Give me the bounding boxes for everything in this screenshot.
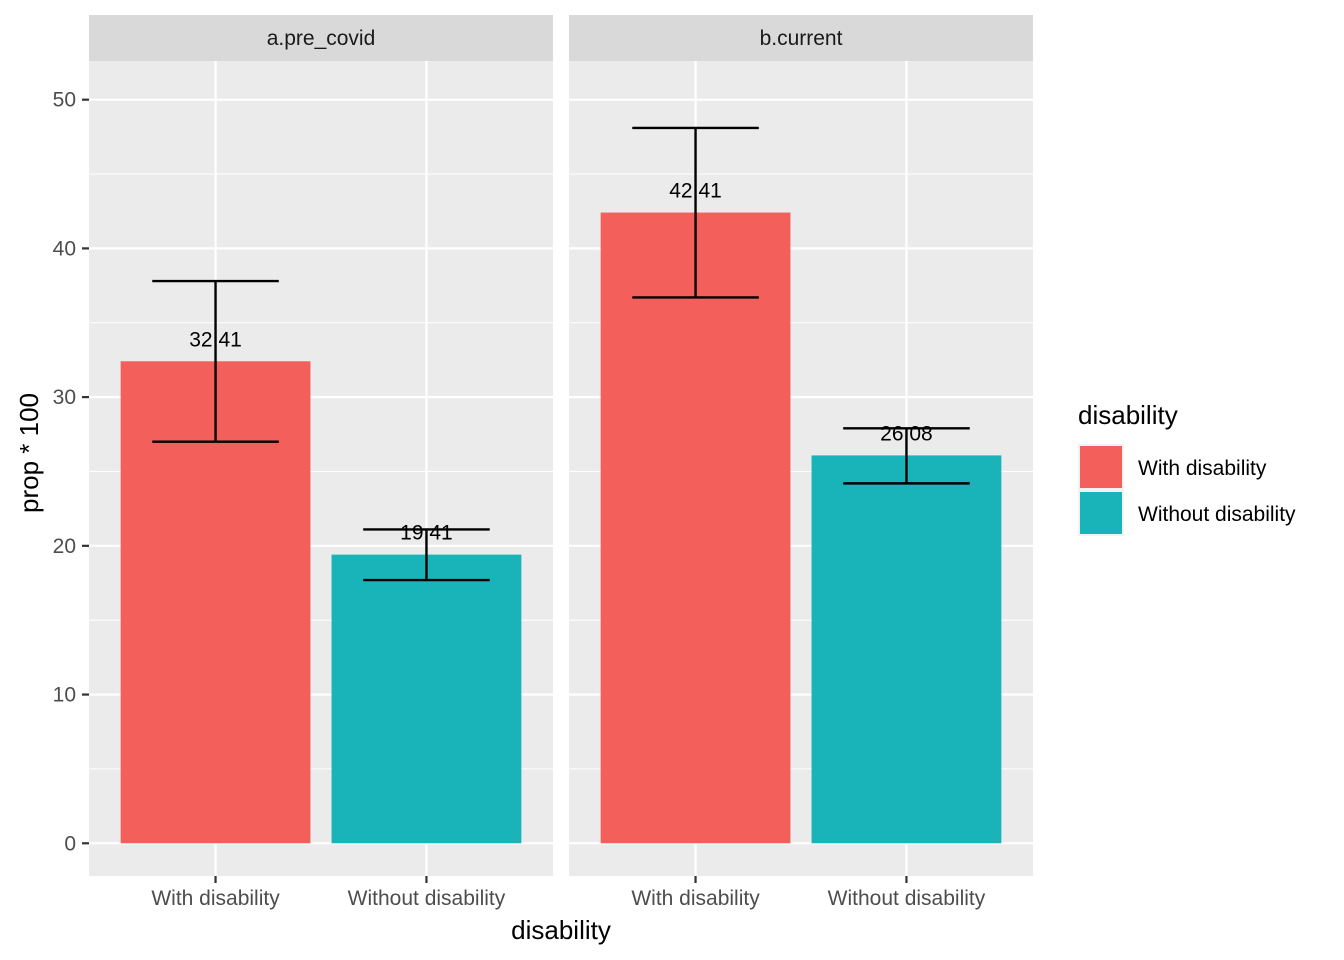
data-label: 42.41 — [669, 180, 722, 203]
legend-swatch — [1080, 492, 1122, 534]
legend-label: With disability — [1138, 457, 1267, 480]
legend-label: Without disability — [1138, 503, 1296, 526]
y-tick-label: 40 — [53, 237, 76, 260]
y-tick-label: 50 — [53, 89, 76, 112]
data-label: 19.41 — [400, 522, 453, 545]
x-axis-title: disability — [511, 915, 611, 945]
bar — [811, 455, 1002, 844]
legend: disability With disability Without disabi… — [1078, 400, 1296, 536]
y-tick-label: 30 — [53, 386, 76, 409]
bar — [600, 212, 791, 844]
facet-panel-0: a.pre_covid 32.41 19.41 — [89, 15, 553, 876]
bar — [331, 554, 522, 844]
x-tick-label: With disability — [151, 887, 280, 910]
x-tick-label: With disability — [631, 887, 760, 910]
facet-strip — [569, 15, 1033, 61]
y-tick-label: 20 — [53, 535, 76, 558]
legend-title: disability — [1078, 400, 1178, 430]
facet-panels: a.pre_covid 32.41 19.41 b.current 42.41 26.08 — [89, 15, 1033, 876]
x-axis: With disability Without disability With di… — [151, 876, 986, 910]
facet-panel-1: b.current 42.41 26.08 — [569, 15, 1033, 876]
x-tick-label: Without disability — [348, 887, 506, 910]
facet-strip — [89, 15, 553, 61]
data-label: 32.41 — [189, 328, 242, 351]
legend-swatch — [1080, 446, 1122, 488]
y-tick-label: 0 — [64, 832, 76, 855]
facet-strip-label: a.pre_covid — [267, 27, 376, 50]
y-axis: 0 10 20 30 40 50 — [53, 89, 89, 855]
facet-strip-label: b.current — [760, 27, 843, 50]
y-axis-title: prop * 100 — [14, 393, 44, 513]
y-tick-label: 10 — [53, 684, 76, 707]
x-tick-label: Without disability — [828, 887, 986, 910]
data-label: 26.08 — [880, 422, 933, 445]
